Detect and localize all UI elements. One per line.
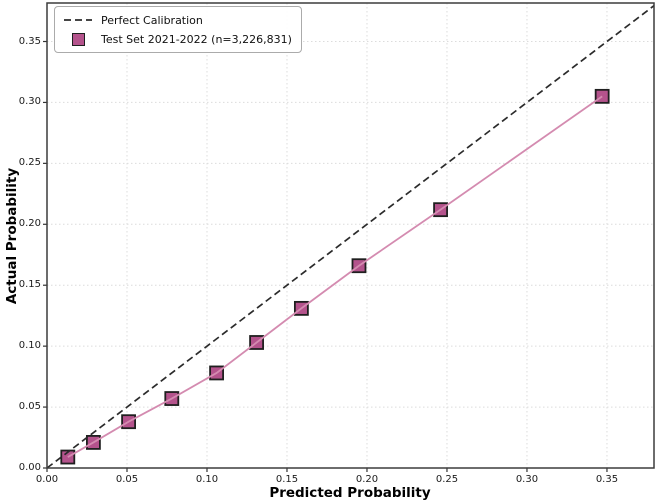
- y-tick-label: 0.35: [18, 35, 41, 47]
- y-tick-label: 0.15: [18, 279, 41, 291]
- x-tick-label: 0.05: [115, 474, 139, 485]
- perfect-calibration-line: [46, 5, 655, 469]
- y-tick-label: 0.30: [18, 96, 41, 108]
- x-tick-label: 0.35: [595, 474, 619, 485]
- legend-item-test-set: Test Set 2021-2022 (n=3,226,831): [63, 32, 292, 46]
- legend-item-perfect-calibration: Perfect Calibration: [63, 13, 292, 27]
- legend-label-perfect-calibration: Perfect Calibration: [101, 13, 203, 27]
- x-tick-label: 0.20: [355, 474, 379, 485]
- y-tick-label: 0.25: [18, 157, 41, 169]
- x-tick-label: 0.10: [195, 474, 219, 485]
- legend-label-test-set: Test Set 2021-2022 (n=3,226,831): [101, 32, 292, 46]
- x-tick-label: 0.15: [275, 474, 299, 485]
- y-tick-label: 0.00: [18, 462, 41, 473]
- x-tick-label: 0.30: [515, 474, 539, 485]
- x-tick-label: 0.25: [435, 474, 459, 485]
- y-tick-label: 0.10: [18, 340, 41, 352]
- y-tick-label: 0.05: [18, 401, 41, 413]
- x-tick-label: 0.00: [35, 474, 59, 485]
- y-tick-label: 0.20: [18, 218, 41, 230]
- test-set-line: [67, 95, 603, 458]
- plot-border: [46, 2, 655, 469]
- dashed-line-sample-icon: [63, 13, 93, 27]
- x-axis-label: Predicted Probability: [269, 485, 431, 501]
- legend: Perfect Calibration Test Set 2021-2022 (…: [54, 6, 302, 53]
- square-marker-sample-icon: [63, 32, 93, 46]
